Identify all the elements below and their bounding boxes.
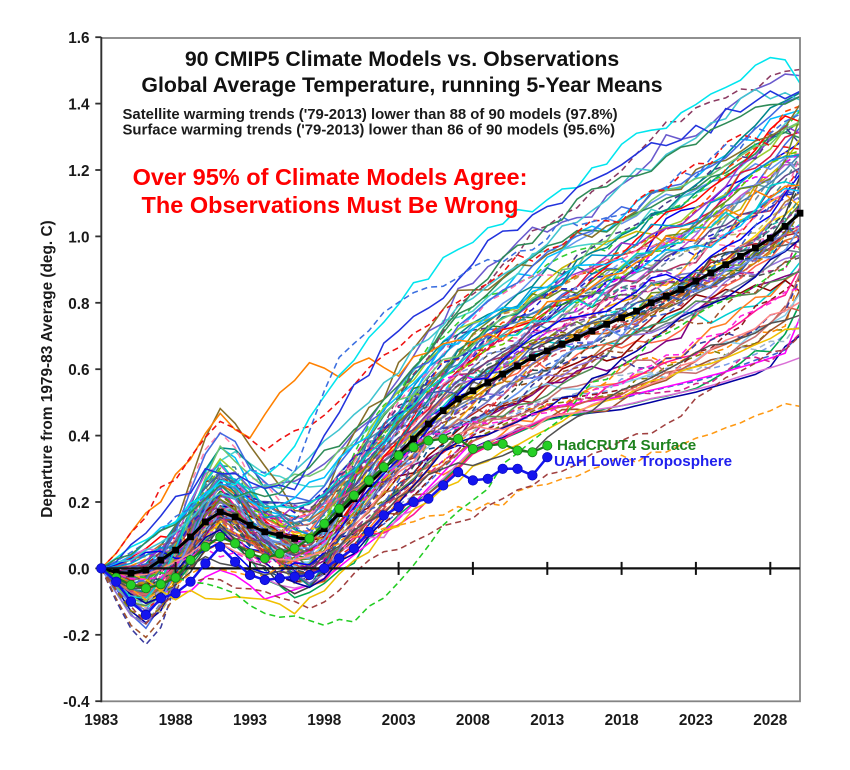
svg-text:0.0: 0.0 <box>68 561 89 578</box>
svg-text:1983: 1983 <box>84 712 118 729</box>
svg-text:1.4: 1.4 <box>68 97 90 114</box>
svg-text:Satellite warming trends ('79-: Satellite warming trends ('79-2013) lowe… <box>123 107 618 123</box>
svg-text:UAH Lower Troposphere: UAH Lower Troposphere <box>554 453 732 470</box>
svg-text:2018: 2018 <box>605 712 640 729</box>
svg-text:0.4: 0.4 <box>68 429 90 446</box>
svg-text:1.6: 1.6 <box>68 30 89 47</box>
svg-text:2028: 2028 <box>753 712 788 729</box>
svg-text:1998: 1998 <box>307 712 342 729</box>
svg-text:2003: 2003 <box>382 712 416 729</box>
svg-text:2008: 2008 <box>456 712 491 729</box>
svg-text:0.8: 0.8 <box>68 296 90 313</box>
svg-text:0.6: 0.6 <box>68 362 89 379</box>
svg-text:1993: 1993 <box>233 712 267 729</box>
svg-text:Departure from 1979-83 Average: Departure from 1979-83 Average (deg. C) <box>39 220 56 517</box>
svg-text:2023: 2023 <box>679 712 713 729</box>
svg-text:1.2: 1.2 <box>68 163 89 180</box>
svg-text:-0.4: -0.4 <box>63 694 90 711</box>
svg-text:HadCRUT4 Surface: HadCRUT4 Surface <box>557 437 696 454</box>
svg-text:1.0: 1.0 <box>68 229 89 246</box>
svg-text:Surface warming trends ('79-20: Surface warming trends ('79-2013) lower … <box>123 123 616 139</box>
svg-text:Over 95% of Climate Models Agr: Over 95% of Climate Models Agree: <box>133 164 528 190</box>
svg-text:Global Average Temperature, ru: Global Average Temperature, running 5-Ye… <box>141 73 662 97</box>
svg-text:-0.2: -0.2 <box>63 628 89 645</box>
svg-text:90 CMIP5 Climate Models vs. Ob: 90 CMIP5 Climate Models vs. Observations <box>185 47 619 71</box>
svg-text:0.2: 0.2 <box>68 495 89 512</box>
svg-text:The Observations Must Be Wrong: The Observations Must Be Wrong <box>142 192 519 218</box>
svg-text:2013: 2013 <box>530 712 564 729</box>
svg-text:1988: 1988 <box>159 712 194 729</box>
